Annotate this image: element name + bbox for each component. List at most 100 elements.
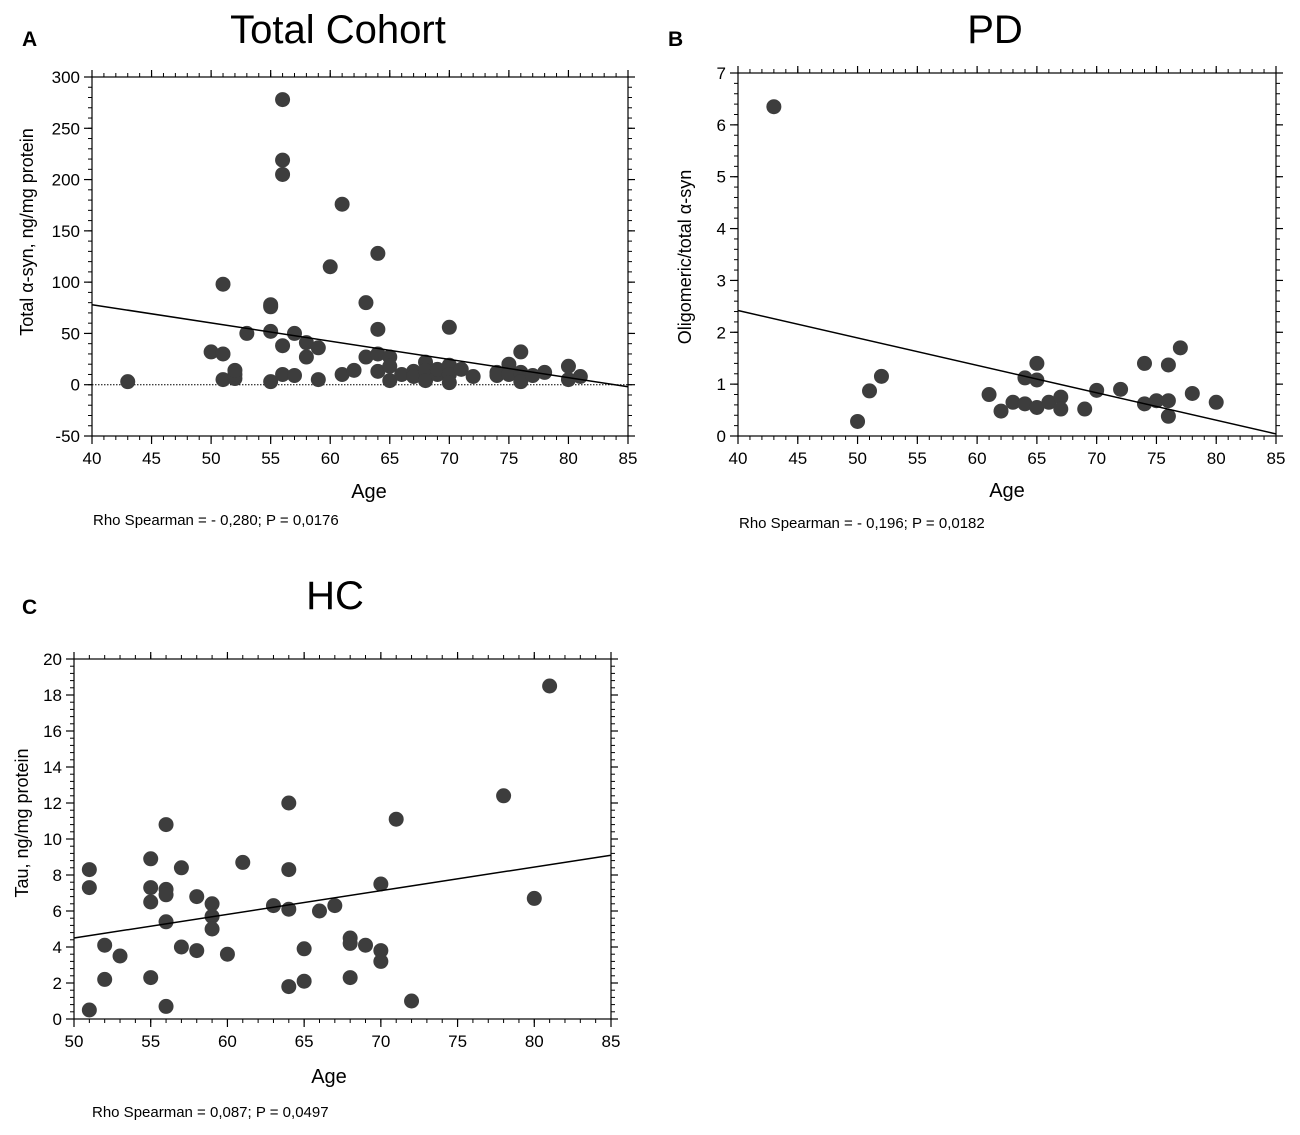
- chart-title: PD: [967, 8, 1023, 52]
- regression-line: [91, 303, 629, 388]
- data-point: [1029, 372, 1045, 388]
- data-point: [1041, 394, 1057, 410]
- x-tick-label: 40: [729, 449, 748, 468]
- data-point: [263, 374, 279, 390]
- data-point: [1113, 381, 1129, 397]
- data-point: [1017, 396, 1033, 412]
- data-point: [358, 295, 374, 311]
- data-point: [1160, 408, 1176, 424]
- y-tick-label: 0: [71, 376, 80, 395]
- data-point: [1172, 340, 1188, 356]
- data-point: [310, 340, 326, 356]
- data-point: [394, 366, 410, 382]
- data-point: [189, 889, 205, 905]
- plot-frame: [91, 76, 629, 437]
- y-tick-label: 18: [43, 686, 62, 705]
- data-point: [286, 367, 302, 383]
- x-tick-label: 60: [218, 1032, 237, 1051]
- data-point: [373, 876, 389, 892]
- data-point: [1029, 355, 1045, 371]
- data-point: [334, 366, 350, 382]
- data-point: [501, 366, 517, 382]
- y-tick-label: 2: [53, 974, 62, 993]
- x-tick-label: 50: [848, 449, 867, 468]
- data-point: [143, 880, 159, 896]
- data-point: [1184, 385, 1200, 401]
- data-point: [322, 259, 338, 275]
- data-point: [418, 373, 434, 389]
- data-point: [453, 361, 469, 377]
- data-point: [275, 92, 291, 108]
- x-tick-label: 75: [448, 1032, 467, 1051]
- x-tick-label: 80: [1207, 449, 1226, 468]
- data-point: [370, 363, 386, 379]
- data-point: [441, 319, 457, 335]
- data-point: [373, 953, 389, 969]
- data-point: [327, 898, 343, 914]
- data-point: [850, 413, 866, 429]
- plot-frame: [73, 658, 612, 1020]
- y-tick-label: 14: [43, 758, 62, 777]
- data-point: [370, 346, 386, 362]
- data-point: [296, 973, 312, 989]
- data-point: [275, 366, 291, 382]
- data-point: [203, 344, 219, 360]
- data-point: [1089, 382, 1105, 398]
- data-point: [1005, 394, 1021, 410]
- y-tick-label: 300: [52, 68, 80, 87]
- data-point: [513, 344, 529, 360]
- data-point: [81, 880, 97, 896]
- y-tick-label: 150: [52, 222, 80, 241]
- data-point: [143, 894, 159, 910]
- data-point: [219, 946, 235, 962]
- y-tick-label: 12: [43, 794, 62, 813]
- x-tick-label: 70: [1087, 449, 1106, 468]
- data-point: [311, 903, 327, 919]
- y-tick-label: 4: [53, 938, 62, 957]
- x-tick-label: 85: [619, 449, 638, 468]
- data-point: [358, 349, 374, 365]
- y-tick-label: 0: [717, 427, 726, 446]
- data-point: [215, 346, 231, 362]
- data-point: [204, 921, 220, 937]
- data-point: [873, 368, 889, 384]
- x-tick-label: 60: [321, 449, 340, 468]
- x-axis-label: Age: [989, 480, 1025, 502]
- data-point: [334, 196, 350, 212]
- data-point: [1017, 370, 1033, 386]
- data-point: [158, 817, 174, 833]
- data-point: [358, 937, 374, 953]
- data-point: [215, 276, 231, 292]
- data-point: [1148, 393, 1164, 409]
- x-tick-label: 60: [968, 449, 987, 468]
- data-point: [1053, 389, 1069, 405]
- y-tick-label: 0: [53, 1010, 62, 1029]
- data-point: [204, 896, 220, 912]
- data-point: [281, 979, 297, 995]
- data-point: [173, 860, 189, 876]
- panel-b: B PD Oligomeric/total α-syn Age Rho Spea…: [668, 8, 1285, 532]
- data-point: [112, 948, 128, 964]
- data-point: [537, 364, 553, 380]
- y-tick-label: 200: [52, 171, 80, 190]
- y-tick-label: 100: [52, 273, 80, 292]
- y-tick-label: 8: [53, 866, 62, 885]
- y-tick-label: 16: [43, 722, 62, 741]
- y-tick-label: 3: [717, 271, 726, 290]
- data-point: [215, 372, 231, 388]
- x-axis-label: Age: [351, 481, 387, 503]
- y-tick-label: 6: [53, 902, 62, 921]
- panel-a: A Total Cohort Total α-syn, ng/mg protei…: [17, 8, 637, 529]
- panel-label: C: [22, 596, 37, 619]
- data-point: [298, 335, 314, 351]
- data-point: [275, 338, 291, 354]
- y-tick-label: -50: [55, 427, 80, 446]
- data-point: [382, 373, 398, 389]
- data-point: [281, 795, 297, 811]
- data-point: [81, 862, 97, 878]
- x-tick-label: 80: [559, 449, 578, 468]
- x-tick-label: 45: [788, 449, 807, 468]
- data-point: [370, 245, 386, 261]
- x-tick-label: 75: [1147, 449, 1166, 468]
- regression-line: [73, 854, 612, 939]
